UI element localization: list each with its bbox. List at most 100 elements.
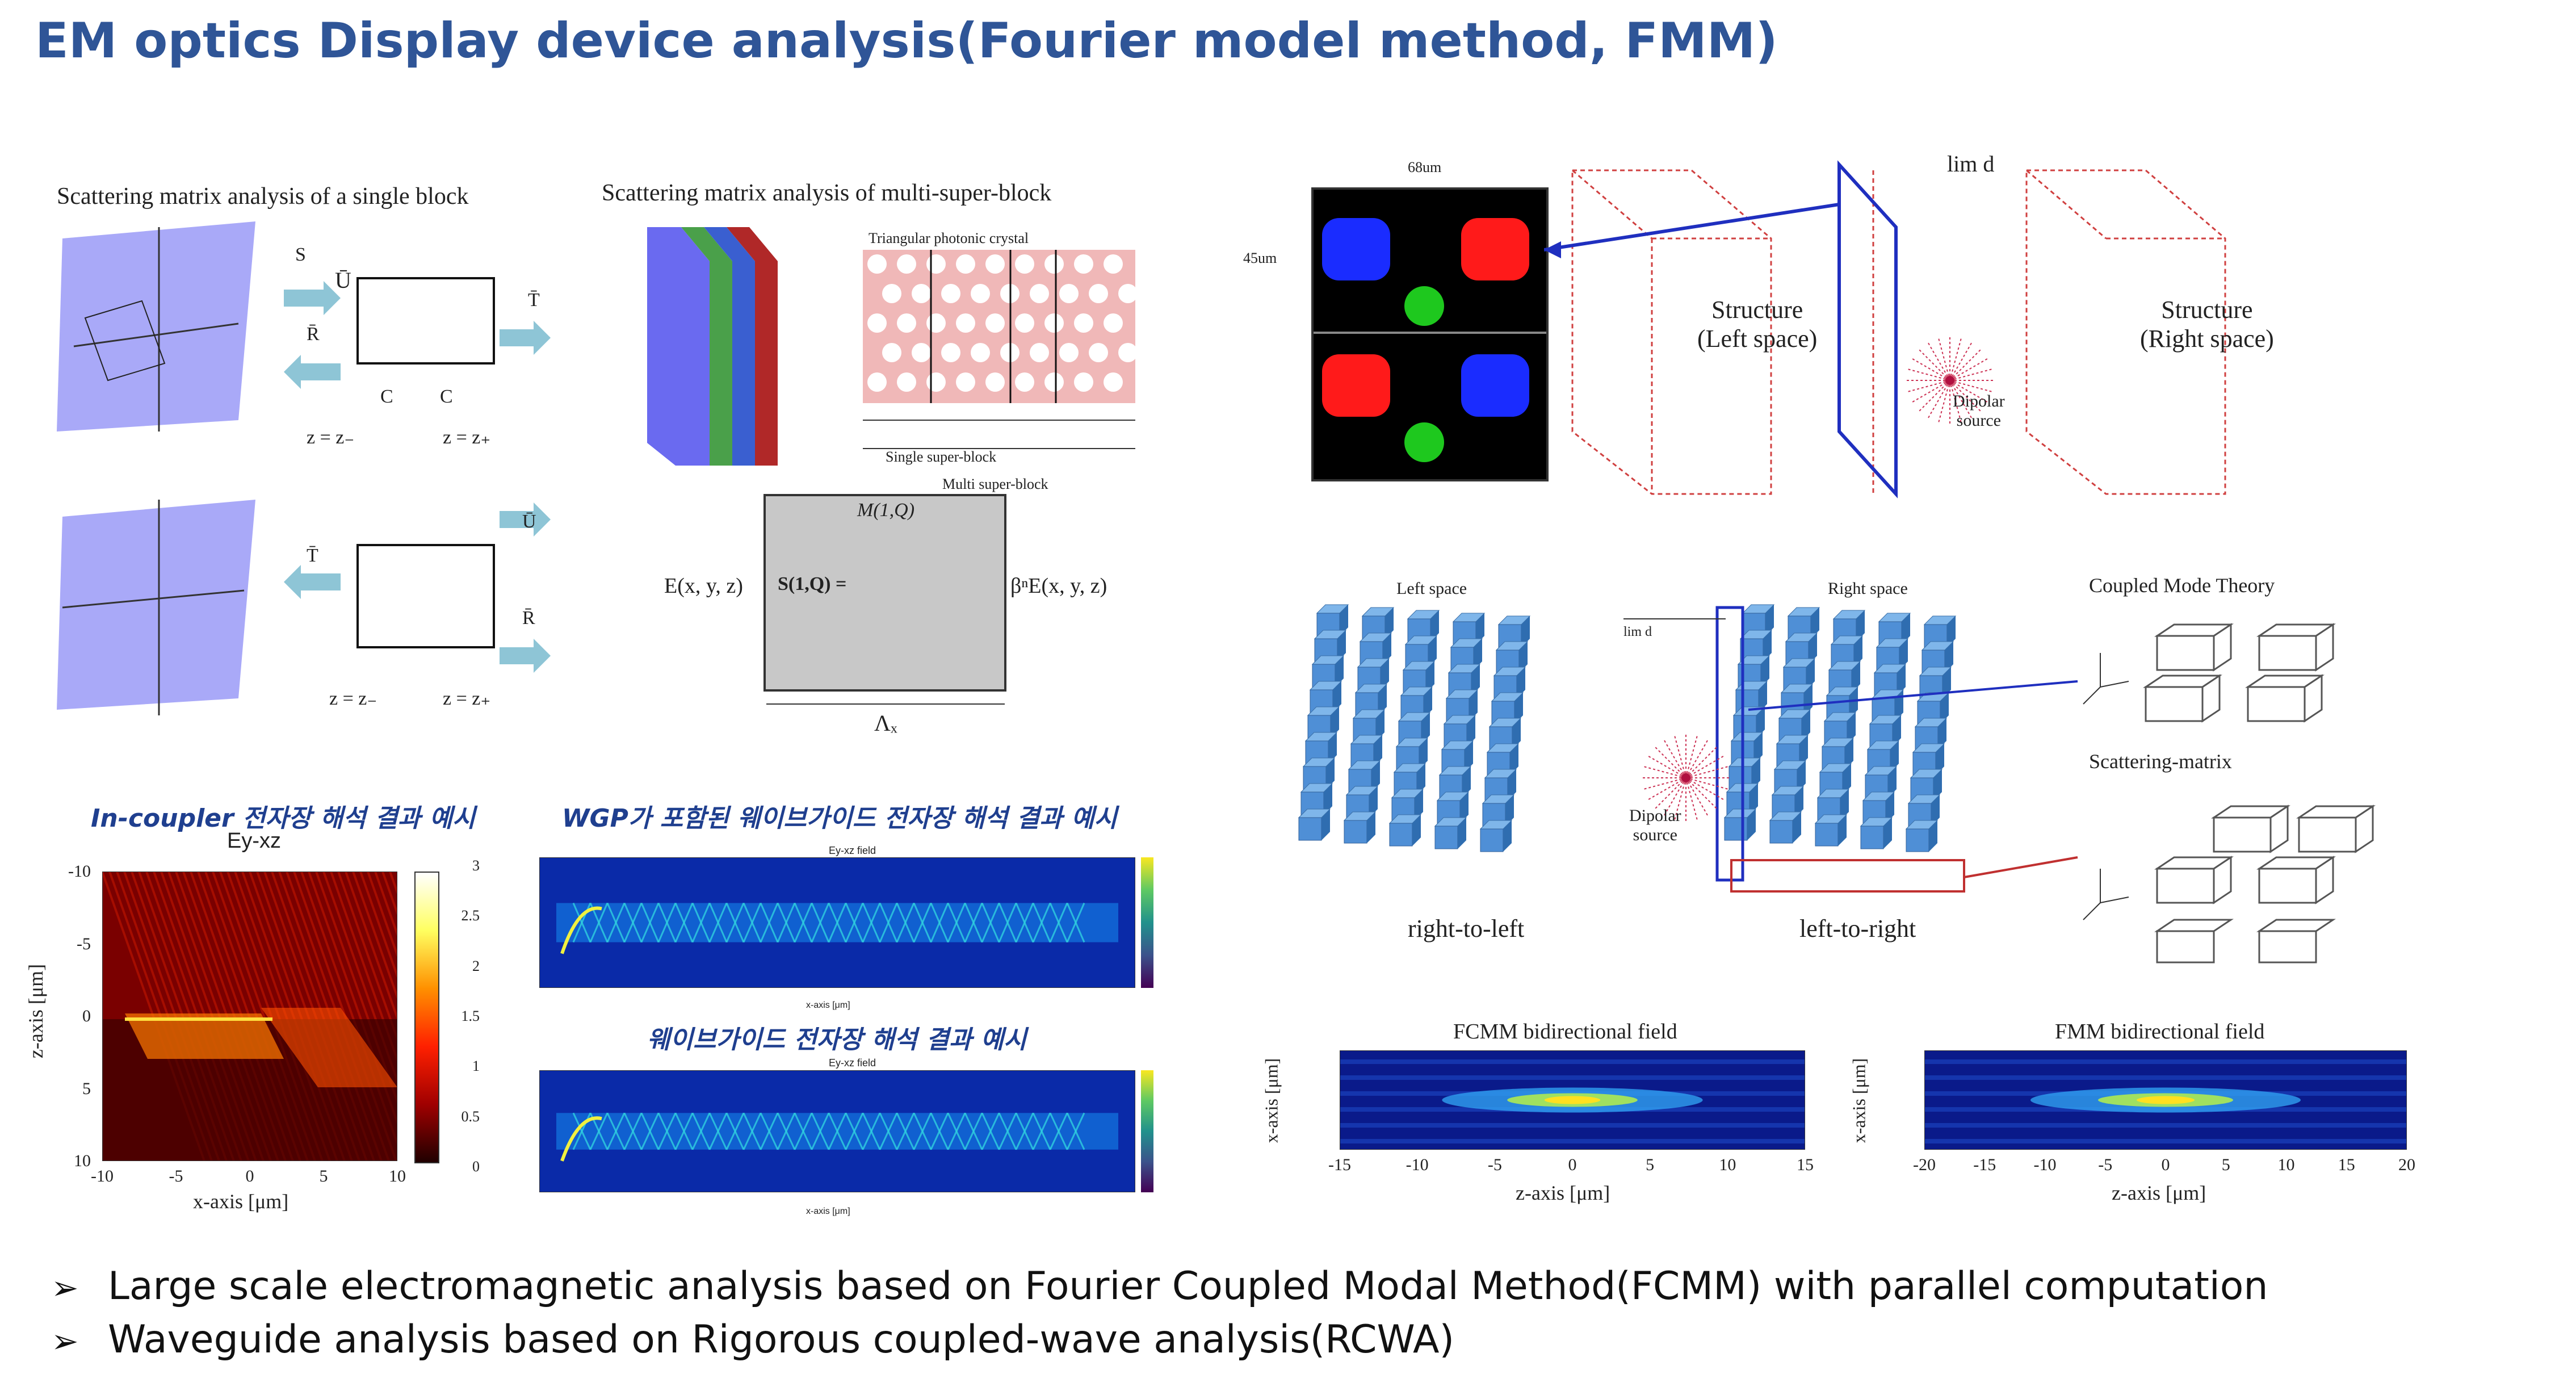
green-spot-2 <box>1404 422 1444 462</box>
waveguide-field-plot <box>539 1070 1135 1192</box>
hole <box>1118 284 1135 303</box>
dipole-emission-image <box>1311 187 1549 481</box>
wgp-plot-title: Ey-xz field <box>829 845 876 856</box>
waveguide-caption: 웨이브가이드 전자장 해석 결과 예시 <box>647 1025 1027 1054</box>
bullet-text: Waveguide analysis based on Rigorous cou… <box>108 1317 1455 1362</box>
tick-label: 10 <box>389 1167 406 1186</box>
tick-label: 3 <box>472 857 480 874</box>
tick-label: -10 <box>1406 1155 1429 1174</box>
hole <box>971 284 990 303</box>
waveguide-xlabel: x-axis [μm] <box>806 1207 850 1216</box>
tick-label: 5 <box>82 1079 91 1098</box>
tick-label: 5 <box>2221 1155 2230 1174</box>
left-to-right-label: left-to-right <box>1799 915 1916 942</box>
cube-arrays <box>1298 604 2078 893</box>
hole <box>985 372 1005 392</box>
tick-label: 10 <box>74 1151 91 1170</box>
right-space-label: Right space <box>1828 579 1908 598</box>
t-symbol-bottom: T̄ <box>307 545 318 566</box>
tick-label: 5 <box>1646 1155 1655 1174</box>
multi-super-block-label: Multi super-block <box>942 476 1048 492</box>
hole <box>1044 313 1064 333</box>
tick-label: -10 <box>2033 1155 2057 1174</box>
tick-label: -5 <box>169 1167 183 1186</box>
dipolar-source-label-top: Dipolar source <box>1953 392 2005 430</box>
tick-label: -5 <box>77 934 91 953</box>
hole <box>1118 343 1135 362</box>
bullet-list: ➢ Large scale electromagnetic analysis ba… <box>51 1260 2268 1367</box>
single-block-diagram <box>57 221 551 715</box>
tick-label: -10 <box>68 862 91 881</box>
hole <box>1015 372 1034 392</box>
hole <box>1044 372 1064 392</box>
hole <box>1030 343 1049 362</box>
tick-label: 2 <box>472 957 480 974</box>
hole <box>912 343 931 362</box>
left-space-label: Left space <box>1396 579 1467 598</box>
hole <box>956 254 975 274</box>
multi-block-caption: Scattering matrix analysis of multi-supe… <box>602 180 1052 206</box>
hole <box>985 254 1005 274</box>
limit-label-mid: lim d <box>1623 625 1652 639</box>
hole <box>1074 313 1093 333</box>
incoupler-yticks: -10 -5 0 5 10 <box>40 862 97 1170</box>
fmm-field-plot <box>1924 1050 2407 1150</box>
tick-label: 20 <box>2398 1155 2415 1174</box>
e-right-label: βⁿE(x, y, z) <box>1010 574 1107 598</box>
incoupler-caption: In-coupler 전자장 해석 결과 예시 <box>91 804 476 833</box>
tick-label: 0.5 <box>461 1108 480 1125</box>
single-block-caption: Scattering matrix analysis of a single b… <box>57 183 469 210</box>
t-symbol-top: T̄ <box>528 290 540 311</box>
hole <box>926 254 946 274</box>
hole <box>912 284 931 303</box>
multi-s-matrix-box <box>763 494 1006 692</box>
wgp-xlabel: x-axis [μm] <box>806 1000 850 1010</box>
photonic-crystal-holes <box>867 250 1135 403</box>
waveguide-plot-title: Ey-xz field <box>829 1057 876 1069</box>
hole <box>867 313 887 333</box>
structure-boxes <box>1544 160 2226 499</box>
tick-label: 5 <box>319 1167 328 1186</box>
fmm-ylabel: x-axis [μm] <box>1848 1058 1869 1143</box>
tick-label: -5 <box>2098 1155 2113 1174</box>
z-minus-bottom: z = z₋ <box>329 688 377 709</box>
hole <box>1015 254 1034 274</box>
wgp-field-plot <box>539 857 1135 988</box>
hole <box>1104 372 1123 392</box>
cmt-label: Coupled Mode Theory <box>2089 574 2275 597</box>
hole <box>1015 313 1034 333</box>
red-spot-2 <box>1322 354 1390 417</box>
hole <box>882 343 901 362</box>
tick-label: 0 <box>472 1158 480 1175</box>
fmm-xlabel: z-axis [μm] <box>2112 1182 2206 1204</box>
hole <box>1059 343 1079 362</box>
incoupler-xticks: -10 -5 0 5 10 <box>91 1167 406 1189</box>
hole <box>926 372 946 392</box>
hole <box>867 254 887 274</box>
dipolar-source-label-mid: Dipolar source <box>1629 806 1681 844</box>
incoupler-plot-title: Ey-xz <box>227 829 281 853</box>
block-diagrams <box>2083 623 2376 964</box>
red-spot <box>1461 218 1529 280</box>
tick-label: -20 <box>1913 1155 1936 1174</box>
fmm-xticks: -20 -15 -10 -5 0 5 10 15 20 <box>1913 1155 2415 1178</box>
ca-symbol: C <box>380 386 393 407</box>
tick-label: -15 <box>1973 1155 1996 1174</box>
r-symbol-bottom: R̄ <box>522 608 535 629</box>
incoupler-field-plot <box>102 872 397 1161</box>
hole <box>956 313 975 333</box>
hole <box>941 343 960 362</box>
hole <box>941 284 960 303</box>
s-symbol-top: S <box>295 244 306 265</box>
divider <box>1314 332 1546 334</box>
lambda-arrow <box>766 703 1005 705</box>
fcmm-xticks: -15 -10 -5 0 5 10 15 <box>1328 1155 1814 1178</box>
hole <box>956 372 975 392</box>
r-symbol-top: R̄ <box>307 324 320 345</box>
fcmm-xlabel: z-axis [μm] <box>1516 1182 1610 1204</box>
hole <box>897 254 916 274</box>
hole <box>882 284 901 303</box>
cb-symbol: C <box>440 386 453 407</box>
tick-label: 2.5 <box>461 907 480 924</box>
tick-label: 0 <box>245 1167 254 1186</box>
